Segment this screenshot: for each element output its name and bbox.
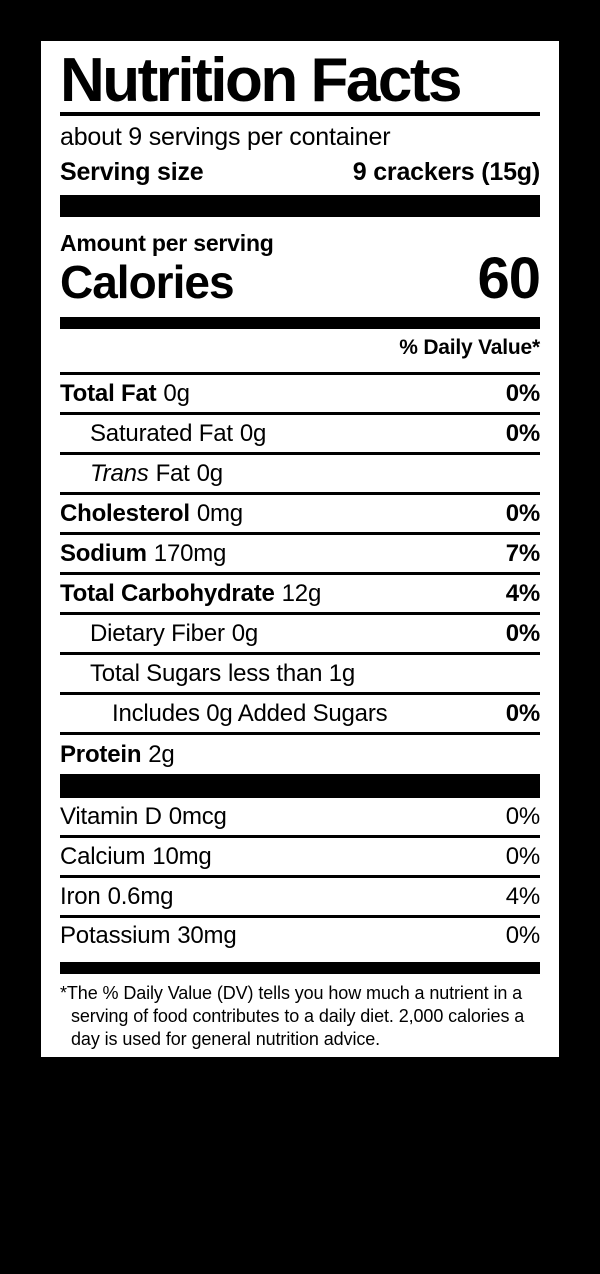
nutrient-amount: 2g — [148, 740, 175, 768]
vitamin-row-calcium: Calcium 10mg 0% — [60, 838, 540, 878]
nutrient-name: Dietary Fiber — [90, 619, 225, 647]
nutrient-name: Total Fat — [60, 379, 157, 407]
nutrient-amount: 0g — [231, 619, 259, 647]
medium-separator-bar-calories — [60, 317, 540, 329]
nutrient-amount: less than 1g — [228, 659, 356, 687]
nutrient-amount: 170mg — [153, 539, 227, 567]
vitamin-row-potassium: Potassium 30mg 0% — [60, 918, 540, 953]
medium-separator-bar-footnote — [60, 962, 540, 974]
nutrient-name: Sodium — [60, 539, 147, 567]
vitamin-amount: 10mg — [152, 842, 212, 870]
nutrient-amount: 0g — [196, 459, 223, 487]
thick-separator-bar-vitamins — [60, 774, 540, 798]
vitamin-row-vitamin-d: Vitamin D 0mcg 0% — [60, 798, 540, 838]
title-rule — [60, 112, 540, 116]
calories-row: Calories 60 — [60, 246, 541, 311]
nutrient-dv: 0% — [505, 499, 540, 527]
nutrient-dv: 4% — [505, 579, 540, 607]
calories-value: 60 — [477, 246, 541, 311]
servings-per-container: about 9 servings per container — [60, 123, 391, 151]
nutrient-row-total-carbohydrate: Total Carbohydrate 12g 4% — [60, 575, 540, 615]
nutrient-row-protein: Protein 2g — [60, 735, 540, 774]
nutrient-row-saturated-fat: Saturated Fat 0g 0% — [60, 415, 540, 455]
nutrition-facts-label: Nutrition Facts about 9 servings per con… — [41, 41, 559, 1057]
nutrient-row-total-fat: Total Fat 0g 0% — [60, 375, 540, 415]
nutrient-dv: 0% — [505, 379, 540, 407]
vitamin-name: Calcium — [60, 842, 146, 870]
vitamin-amount: 30mg — [177, 921, 237, 949]
label-title: Nutrition Facts — [60, 46, 462, 115]
nutrient-dv: 0% — [505, 419, 540, 447]
vitamin-amount: 0.6mg — [107, 882, 174, 910]
serving-size-row: Serving size 9 crackers (15g) — [60, 155, 540, 190]
vitamin-row-iron: Iron 0.6mg 4% — [60, 878, 540, 918]
vitamin-dv: 4% — [505, 882, 540, 910]
vitamin-dv: 0% — [505, 802, 540, 830]
thick-separator-bar-top — [60, 195, 540, 217]
nutrient-row-cholesterol: Cholesterol 0mg 0% — [60, 495, 540, 535]
serving-size-label: Serving size — [60, 158, 204, 186]
daily-value-rule — [60, 372, 540, 375]
nutrient-dv: 0% — [505, 619, 540, 647]
nutrient-name: Protein — [60, 740, 142, 768]
nutrient-row-added-sugars: Includes 0g Added Sugars 0% — [60, 695, 540, 735]
nutrient-name: Cholesterol — [60, 499, 190, 527]
vitamin-amount: 0mcg — [168, 802, 227, 830]
nutrient-amount: 0g — [239, 419, 267, 447]
nutrient-row-total-sugars: Total Sugars less than 1g — [60, 655, 540, 695]
nutrient-name: Total Sugars — [90, 659, 222, 687]
nutrient-name: Saturated Fat — [90, 419, 233, 447]
nutrient-amount: 12g — [281, 579, 322, 607]
nutrient-name: Total Carbohydrate — [60, 579, 275, 607]
vitamin-dv: 0% — [505, 842, 540, 870]
vitamin-dv: 0% — [505, 921, 540, 949]
nutrient-row-dietary-fiber: Dietary Fiber 0g 0% — [60, 615, 540, 655]
nutrient-name: Fat — [155, 459, 190, 487]
nutrient-dv: 0% — [505, 699, 540, 727]
daily-value-header: % Daily Value* — [399, 336, 540, 359]
nutrient-row-trans-fat: Trans Fat 0g — [60, 455, 540, 495]
nutrient-name-italic: Trans — [90, 459, 149, 487]
nutrient-name: Includes 0g Added Sugars — [112, 699, 388, 727]
calories-label: Calories — [60, 256, 235, 308]
nutrient-row-sodium: Sodium 170mg 7% — [60, 535, 540, 575]
nutrient-amount: 0g — [163, 379, 190, 407]
nutrient-dv: 7% — [505, 539, 540, 567]
serving-size-value: 9 crackers (15g) — [352, 158, 540, 186]
vitamin-name: Vitamin D — [60, 802, 162, 830]
nutrient-amount: 0mg — [196, 499, 243, 527]
footnote: *The % Daily Value (DV) tells you how mu… — [60, 983, 525, 1049]
vitamin-name: Iron — [60, 882, 101, 910]
vitamin-name: Potassium — [60, 921, 171, 949]
amount-per-serving-label: Amount per serving — [60, 230, 274, 256]
